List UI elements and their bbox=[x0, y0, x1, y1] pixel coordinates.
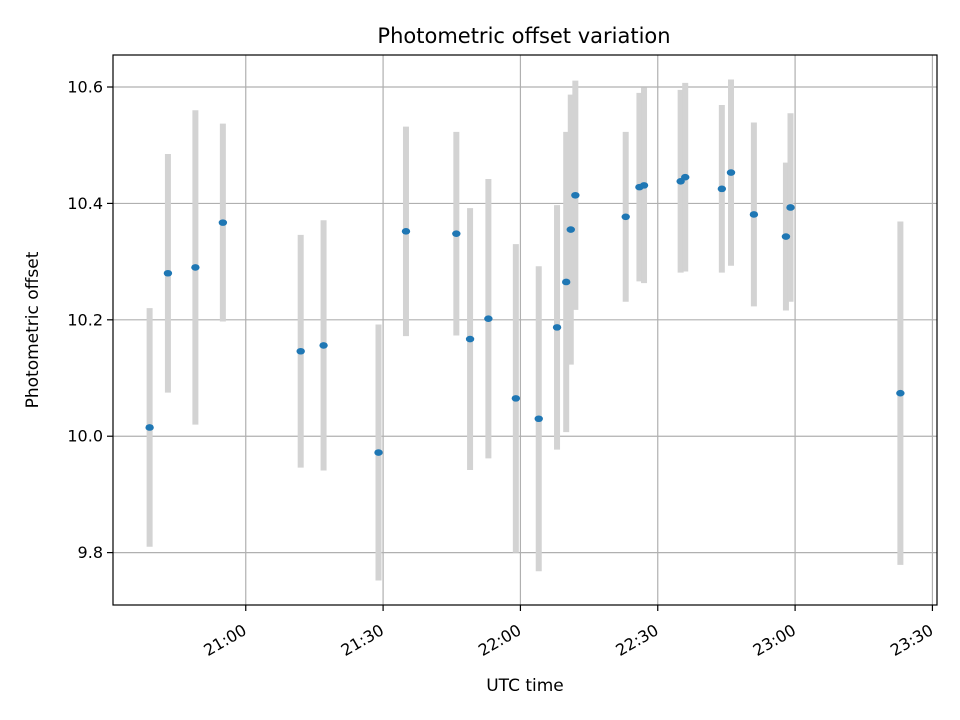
data-point bbox=[726, 169, 736, 176]
data-point bbox=[749, 211, 759, 218]
y-tick-label: 10.4 bbox=[67, 194, 103, 213]
data-point bbox=[621, 213, 630, 221]
data-point bbox=[511, 395, 521, 402]
chart-title: Photometric offset variation bbox=[377, 24, 670, 48]
data-point bbox=[452, 230, 461, 237]
data-point bbox=[374, 449, 383, 456]
y-tick-label: 10.6 bbox=[67, 78, 103, 97]
y-axis-label: Photometric offset bbox=[23, 251, 43, 408]
data-point bbox=[465, 335, 475, 343]
x-tick-label: 22:30 bbox=[612, 620, 661, 660]
data-point bbox=[145, 424, 154, 431]
x-axis-ticks: 21:00 21:30 22:00 22:30 23:00 23:30 bbox=[200, 605, 936, 660]
data-point bbox=[401, 228, 411, 235]
data-point bbox=[296, 347, 305, 355]
data-point bbox=[681, 173, 690, 181]
y-axis-ticks: 9.8 10.0 10.2 10.4 10.6 bbox=[67, 78, 113, 562]
data-point bbox=[781, 233, 791, 240]
y-tick-label: 10.0 bbox=[67, 427, 103, 446]
data-point bbox=[717, 185, 727, 193]
x-tick-label: 23:30 bbox=[887, 620, 936, 660]
data-point bbox=[319, 342, 328, 349]
x-axis-label: UTC time bbox=[486, 676, 564, 696]
data-point bbox=[552, 324, 562, 331]
data-point bbox=[534, 415, 543, 423]
grid-lines bbox=[113, 55, 937, 605]
data-point bbox=[562, 278, 571, 286]
data-point bbox=[484, 315, 493, 322]
data-point bbox=[571, 191, 580, 199]
data-point bbox=[566, 226, 575, 233]
x-tick-label: 23:00 bbox=[750, 620, 799, 660]
x-tick-label: 22:00 bbox=[475, 620, 524, 660]
data-point bbox=[786, 204, 795, 211]
data-point bbox=[191, 264, 200, 271]
plot-frame bbox=[112, 54, 938, 606]
y-tick-label: 10.2 bbox=[67, 310, 103, 329]
data-point bbox=[639, 182, 649, 189]
data-points bbox=[145, 169, 905, 456]
x-tick-label: 21:00 bbox=[200, 620, 249, 660]
data-point bbox=[218, 219, 228, 226]
data-point bbox=[896, 389, 905, 397]
data-point bbox=[163, 269, 173, 277]
y-tick-label: 9.8 bbox=[78, 543, 103, 562]
error-bars bbox=[146, 79, 904, 581]
x-tick-label: 21:30 bbox=[338, 620, 387, 660]
